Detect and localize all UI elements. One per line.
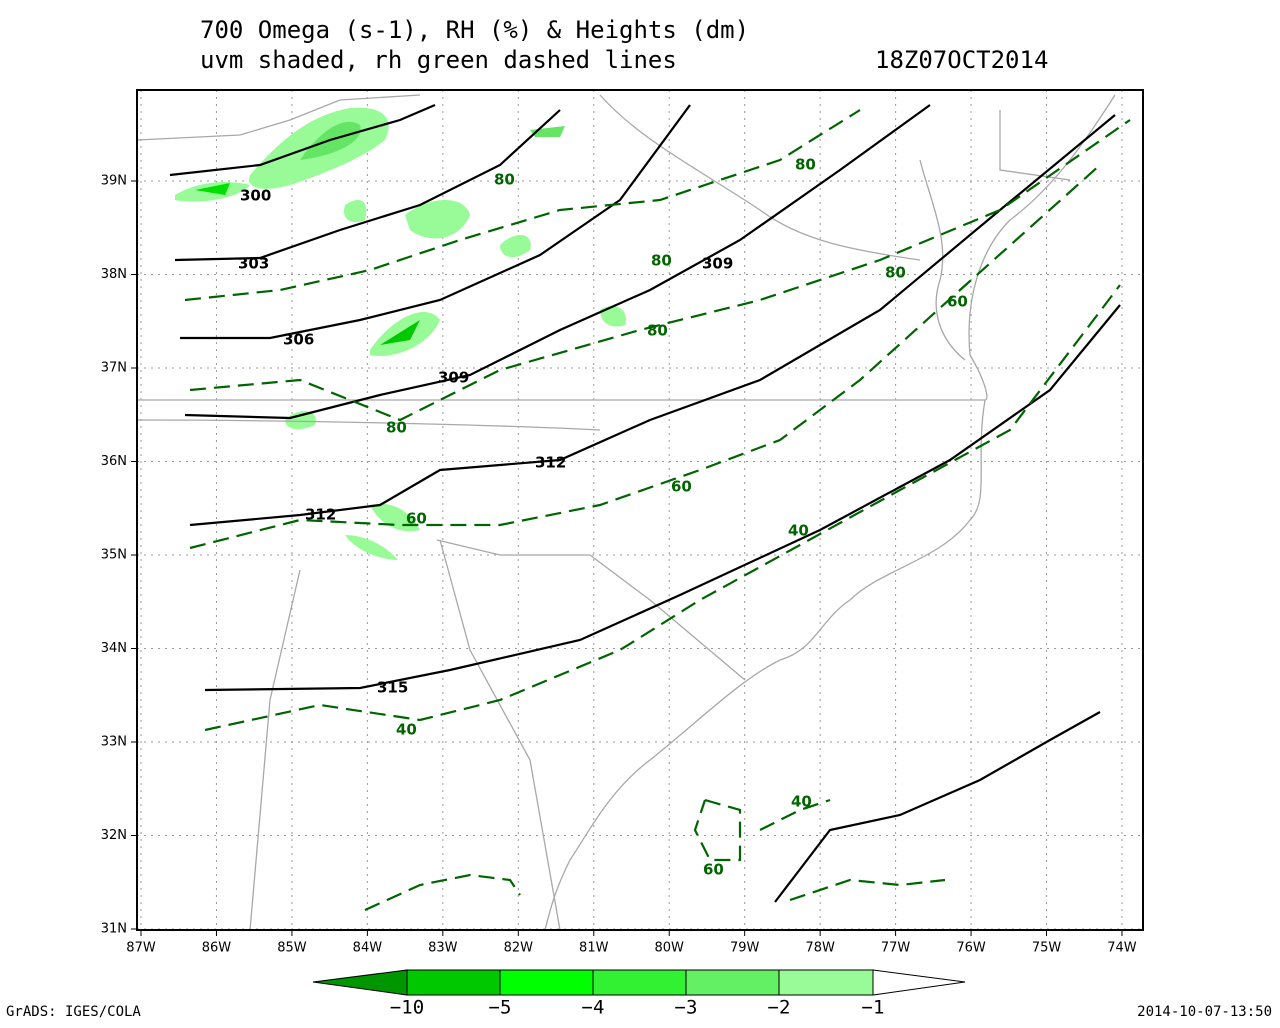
rh-label: 60	[406, 510, 427, 528]
lon-label: 79W	[730, 941, 760, 956]
rh-label: 80	[494, 171, 515, 189]
colorbar-label: −10	[390, 997, 424, 1019]
lon-label: 80W	[655, 941, 685, 956]
uvm-shading	[175, 107, 626, 560]
colorbar-label: −1	[862, 997, 885, 1019]
lon-label: 83W	[428, 941, 458, 956]
lat-label: 34N	[101, 641, 127, 656]
geography	[136, 94, 1116, 931]
lat-label: 37N	[101, 361, 127, 376]
rh-label: 40	[788, 522, 809, 540]
lat-label: 31N	[101, 922, 127, 937]
rh-label: 80	[386, 419, 407, 437]
lon-label: 85W	[277, 941, 307, 956]
grid	[131, 90, 1143, 936]
height-labels: 300 303 306 309 309 312 312 315	[238, 187, 733, 697]
lat-label: 39N	[101, 174, 127, 189]
lon-label: 82W	[504, 941, 534, 956]
height-label: 312	[535, 454, 566, 472]
height-label: 303	[238, 255, 269, 273]
colorbar-label: −5	[489, 997, 512, 1019]
rh-label: 80	[647, 322, 668, 340]
rh-label: 80	[885, 264, 906, 282]
title-line: uvm shaded, rh green dashed lines	[200, 46, 677, 74]
height-label: 315	[377, 679, 408, 697]
height-label: 300	[240, 187, 271, 205]
lon-label: 87W	[126, 941, 156, 956]
rh-labels: 80 80 80 80 60 80 80 60 40 60 40 40 60	[386, 156, 968, 879]
height-contours	[169, 103, 1121, 903]
rh-label: 40	[791, 793, 812, 811]
lon-label: 86W	[202, 941, 232, 956]
footer-right: 2014-10-07-13:50	[1137, 1004, 1272, 1020]
title-line: 700 Omega (s-1), RH (%) & Heights (dm)	[200, 16, 749, 44]
lon-label: 76W	[956, 941, 986, 956]
lat-label: 32N	[101, 828, 127, 843]
colorbar-label: −4	[582, 997, 605, 1019]
height-label: 306	[283, 331, 314, 349]
footer-left: GrADS: IGES/COLA	[6, 1004, 141, 1020]
lon-label: 81W	[579, 941, 609, 956]
rh-label: 40	[396, 721, 417, 739]
lon-label: 77W	[881, 941, 911, 956]
lat-label: 38N	[101, 267, 127, 282]
map-frame	[136, 89, 1144, 931]
lat-label: 33N	[101, 735, 127, 750]
colorbar-label: −2	[768, 997, 791, 1019]
rh-label: 60	[947, 293, 968, 311]
lon-label: 84W	[353, 941, 383, 956]
rh-label: 80	[651, 252, 672, 270]
valid-time: 18Z07OCT2014	[875, 46, 1048, 74]
colorbar	[312, 969, 966, 996]
lon-label: 75W	[1032, 941, 1062, 956]
colorbar-label: −3	[675, 997, 698, 1019]
rh-contours	[184, 109, 1131, 912]
lat-label: 36N	[101, 454, 127, 469]
height-label: 309	[702, 255, 733, 273]
height-label: 309	[438, 369, 469, 387]
height-label: 312	[305, 506, 336, 524]
lon-label: 74W	[1107, 941, 1137, 956]
rh-label: 60	[671, 478, 692, 496]
rh-label: 80	[795, 156, 816, 174]
rh-label: 60	[703, 861, 724, 879]
lon-label: 78W	[805, 941, 835, 956]
lat-label: 35N	[101, 548, 127, 563]
